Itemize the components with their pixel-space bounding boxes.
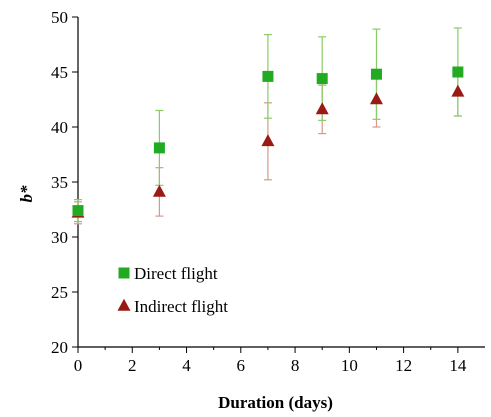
direct-flight-point [452, 66, 464, 78]
x-tick-label: 4 [182, 356, 191, 375]
x-tick-label: 6 [237, 356, 246, 375]
indirect-flight-point [369, 92, 383, 105]
indirect-flight-point [451, 84, 465, 97]
x-tick-label: 2 [128, 356, 137, 375]
legend: Direct flight Indirect flight [117, 264, 228, 316]
y-tick-label: 40 [51, 118, 68, 137]
indirect-flight-point [315, 102, 329, 115]
data-markers [71, 66, 465, 218]
indirect-flight-point [152, 184, 166, 197]
x-tick-label: 0 [74, 356, 83, 375]
legend-marker-direct-flight [118, 267, 130, 279]
x-tick-label: 12 [395, 356, 412, 375]
y-tick-label: 50 [51, 8, 68, 27]
error-bars [74, 27, 462, 225]
direct-flight-point [153, 142, 165, 154]
legend-label-direct-flight: Direct flight [134, 264, 218, 283]
y-tick-label: 20 [51, 338, 68, 357]
indirect-flight-point [261, 134, 275, 147]
direct-flight-point [370, 68, 382, 80]
y-tick-label: 25 [51, 283, 68, 302]
x-axis-title: Duration (days) [218, 393, 333, 412]
x-tick-label: 8 [291, 356, 300, 375]
axes: 0 2 4 6 8 10 12 14 20 25 30 35 40 45 50 Duration (days)… [17, 8, 485, 412]
direct-flight-point [316, 73, 328, 85]
legend-label-indirect-flight: Indirect flight [134, 297, 228, 316]
direct-flight-point [262, 70, 274, 82]
x-tick-label: 10 [341, 356, 358, 375]
y-tick-label: 45 [51, 63, 68, 82]
direct-flight-point [72, 205, 84, 217]
x-tick-label: 14 [449, 356, 467, 375]
y-axis-title: b* [17, 185, 36, 203]
legend-marker-indirect-flight [117, 298, 131, 311]
y-tick-label: 30 [51, 228, 68, 247]
y-tick-label: 35 [51, 173, 68, 192]
